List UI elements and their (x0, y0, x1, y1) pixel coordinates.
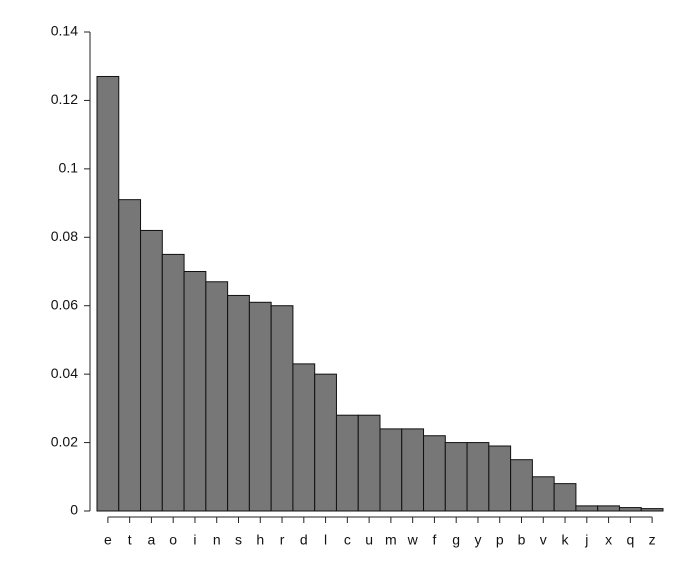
x-tick-label: c (344, 532, 351, 548)
bar (488, 445, 512, 512)
x-tick-label: w (407, 532, 419, 548)
bar (597, 505, 620, 512)
bar (292, 363, 316, 512)
x-tick-label: h (256, 532, 264, 548)
bar (401, 428, 425, 512)
bar (618, 507, 642, 512)
y-tick-label: 0.08 (51, 228, 78, 244)
x-tick-label: v (540, 532, 547, 548)
bar (183, 271, 207, 512)
x-tick-label: t (128, 532, 132, 548)
x-tick-label: x (605, 532, 612, 548)
bar (575, 505, 599, 512)
bar (531, 476, 555, 512)
x-tick-label: z (649, 532, 656, 548)
x-tick-label: i (193, 532, 196, 548)
x-tick-label: q (626, 532, 634, 548)
x-tick-label: g (452, 532, 460, 548)
x-tick-label: f (432, 532, 436, 548)
bar (553, 483, 577, 512)
bar (118, 199, 142, 512)
y-tick-label: 0.12 (51, 91, 78, 107)
bar (248, 301, 272, 512)
bar (423, 435, 446, 512)
bar (96, 75, 120, 512)
y-tick-label: 0.04 (51, 365, 78, 381)
x-tick-label: n (213, 532, 221, 548)
x-tick-label: s (235, 532, 242, 548)
y-tick-label: 0.02 (51, 433, 78, 449)
bar (227, 294, 250, 512)
x-tick-label: m (385, 532, 397, 548)
bar (140, 229, 163, 512)
x-tick-label: l (324, 532, 327, 548)
x-tick-label: o (169, 532, 177, 548)
x-tick-label: e (104, 532, 112, 548)
bar (379, 428, 403, 512)
x-tick-label: j (584, 532, 588, 548)
bar (205, 281, 229, 512)
y-tick-label: 0.14 (51, 23, 78, 39)
x-tick-label: p (496, 532, 504, 548)
bar (161, 253, 185, 512)
x-tick-label: b (518, 532, 526, 548)
bar (640, 508, 664, 512)
bar (357, 414, 381, 512)
y-tick-label: 0.06 (51, 296, 78, 312)
bar (466, 442, 490, 512)
bar (510, 459, 533, 512)
x-tick-label: u (365, 532, 373, 548)
bar (335, 414, 359, 512)
y-tick-label: 0 (70, 502, 78, 518)
y-tick-label: 0.1 (59, 160, 79, 176)
x-tick-label: r (280, 532, 285, 548)
bar (444, 442, 468, 512)
x-tick-label: a (148, 532, 156, 548)
bar (270, 305, 294, 512)
x-tick-label: k (562, 532, 570, 548)
bar (314, 373, 337, 512)
x-tick-label: y (474, 532, 481, 548)
x-tick-label: d (300, 532, 308, 548)
